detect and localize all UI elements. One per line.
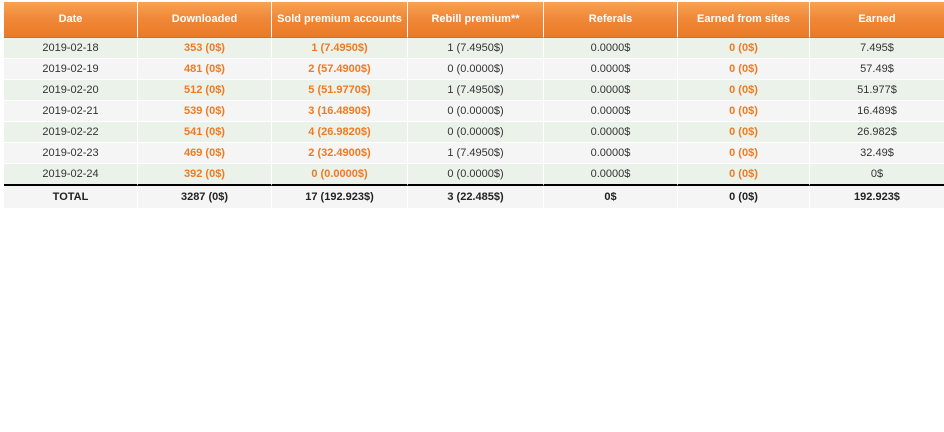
- cell-referals: 0.0000$: [544, 164, 678, 186]
- cell-earned: 32.49$: [810, 143, 944, 164]
- table-row: 2019-02-18 353 (0$) 1 (7.4950$) 1 (7.495…: [4, 38, 944, 59]
- header-rebill-premium[interactable]: Rebill premium**: [408, 2, 544, 38]
- cell-earned-from-sites: 0 (0$): [678, 80, 810, 101]
- header-earned[interactable]: Earned: [810, 2, 944, 38]
- cell-downloaded: 353 (0$): [138, 38, 272, 59]
- cell-referals: 0.0000$: [544, 122, 678, 143]
- table-row: 2019-02-22 541 (0$) 4 (26.9820$) 0 (0.00…: [4, 122, 944, 143]
- cell-date: 2019-02-19: [4, 59, 138, 80]
- cell-earned: 26.982$: [810, 122, 944, 143]
- cell-date: 2019-02-23: [4, 143, 138, 164]
- total-rebill-premium: 3 (22.485$): [408, 186, 544, 208]
- table-body: 2019-02-18 353 (0$) 1 (7.4950$) 1 (7.495…: [4, 38, 944, 186]
- cell-earned: 51.977$: [810, 80, 944, 101]
- cell-rebill-premium: 0 (0.0000$): [408, 122, 544, 143]
- header-referals[interactable]: Referals: [544, 2, 678, 38]
- cell-earned: 7.495$: [810, 38, 944, 59]
- cell-date: 2019-02-21: [4, 101, 138, 122]
- table-header: Date Downloaded Sold premium accounts Re…: [4, 2, 944, 38]
- header-downloaded[interactable]: Downloaded: [138, 2, 272, 38]
- table-footer: TOTAL 3287 (0$) 17 (192.923$) 3 (22.485$…: [4, 186, 944, 208]
- cell-downloaded: 481 (0$): [138, 59, 272, 80]
- cell-rebill-premium: 0 (0.0000$): [408, 101, 544, 122]
- cell-sold-premium: 2 (57.4900$): [272, 59, 408, 80]
- cell-rebill-premium: 1 (7.4950$): [408, 38, 544, 59]
- cell-rebill-premium: 0 (0.0000$): [408, 164, 544, 186]
- cell-sold-premium: 0 (0.0000$): [272, 164, 408, 186]
- cell-earned-from-sites: 0 (0$): [678, 101, 810, 122]
- cell-downloaded: 539 (0$): [138, 101, 272, 122]
- header-row: Date Downloaded Sold premium accounts Re…: [4, 2, 944, 38]
- cell-sold-premium: 4 (26.9820$): [272, 122, 408, 143]
- cell-rebill-premium: 0 (0.0000$): [408, 59, 544, 80]
- total-sold-premium: 17 (192.923$): [272, 186, 408, 208]
- cell-earned-from-sites: 0 (0$): [678, 143, 810, 164]
- cell-date: 2019-02-24: [4, 164, 138, 186]
- table-row: 2019-02-24 392 (0$) 0 (0.0000$) 0 (0.000…: [4, 164, 944, 186]
- cell-downloaded: 469 (0$): [138, 143, 272, 164]
- cell-downloaded: 512 (0$): [138, 80, 272, 101]
- total-referals: 0$: [544, 186, 678, 208]
- cell-sold-premium: 3 (16.4890$): [272, 101, 408, 122]
- header-earned-from-sites[interactable]: Earned from sites: [678, 2, 810, 38]
- total-earned: 192.923$: [810, 186, 944, 208]
- cell-date: 2019-02-18: [4, 38, 138, 59]
- cell-sold-premium: 1 (7.4950$): [272, 38, 408, 59]
- cell-earned-from-sites: 0 (0$): [678, 164, 810, 186]
- table-row: 2019-02-19 481 (0$) 2 (57.4900$) 0 (0.00…: [4, 59, 944, 80]
- cell-referals: 0.0000$: [544, 80, 678, 101]
- cell-downloaded: 392 (0$): [138, 164, 272, 186]
- cell-rebill-premium: 1 (7.4950$): [408, 143, 544, 164]
- cell-referals: 0.0000$: [544, 143, 678, 164]
- header-sold-premium-accounts[interactable]: Sold premium accounts: [272, 2, 408, 38]
- total-earned-from-sites: 0 (0$): [678, 186, 810, 208]
- cell-date: 2019-02-20: [4, 80, 138, 101]
- header-date[interactable]: Date: [4, 2, 138, 38]
- earnings-stats-table: Date Downloaded Sold premium accounts Re…: [4, 2, 944, 208]
- cell-rebill-premium: 1 (7.4950$): [408, 80, 544, 101]
- cell-sold-premium: 5 (51.9770$): [272, 80, 408, 101]
- table-row: 2019-02-20 512 (0$) 5 (51.9770$) 1 (7.49…: [4, 80, 944, 101]
- cell-referals: 0.0000$: [544, 38, 678, 59]
- cell-referals: 0.0000$: [544, 101, 678, 122]
- total-label: TOTAL: [4, 186, 138, 208]
- cell-earned-from-sites: 0 (0$): [678, 38, 810, 59]
- stats-table-container: Date Downloaded Sold premium accounts Re…: [4, 2, 944, 208]
- cell-date: 2019-02-22: [4, 122, 138, 143]
- cell-earned: 16.489$: [810, 101, 944, 122]
- total-row: TOTAL 3287 (0$) 17 (192.923$) 3 (22.485$…: [4, 186, 944, 208]
- cell-earned: 57.49$: [810, 59, 944, 80]
- cell-earned: 0$: [810, 164, 944, 186]
- total-downloaded: 3287 (0$): [138, 186, 272, 208]
- table-row: 2019-02-21 539 (0$) 3 (16.4890$) 0 (0.00…: [4, 101, 944, 122]
- cell-sold-premium: 2 (32.4900$): [272, 143, 408, 164]
- cell-earned-from-sites: 0 (0$): [678, 122, 810, 143]
- table-row: 2019-02-23 469 (0$) 2 (32.4900$) 1 (7.49…: [4, 143, 944, 164]
- cell-referals: 0.0000$: [544, 59, 678, 80]
- cell-downloaded: 541 (0$): [138, 122, 272, 143]
- cell-earned-from-sites: 0 (0$): [678, 59, 810, 80]
